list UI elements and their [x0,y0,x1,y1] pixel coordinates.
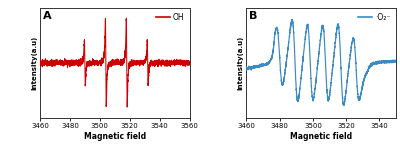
X-axis label: Magnetic field: Magnetic field [84,132,146,141]
X-axis label: Magnetic field: Magnetic field [290,132,352,141]
Text: A: A [43,11,52,21]
Legend: ·O₂⁻: ·O₂⁻ [357,11,392,24]
Text: B: B [250,11,258,21]
Y-axis label: Intensity(a.u): Intensity(a.u) [238,36,244,90]
Y-axis label: Intensity(a.u): Intensity(a.u) [31,36,37,90]
Legend: OH: OH [154,11,186,24]
